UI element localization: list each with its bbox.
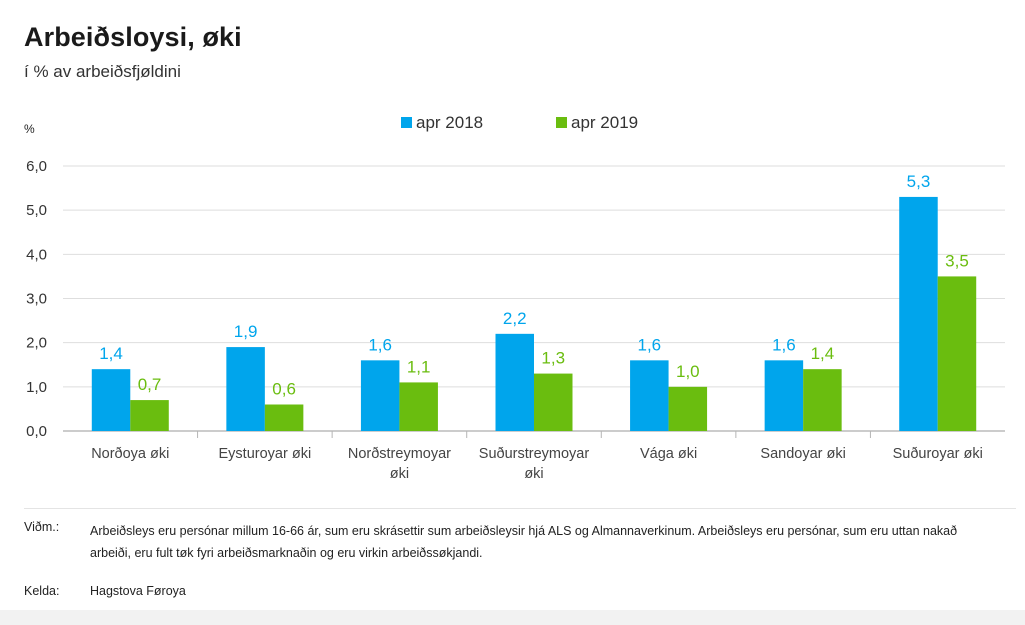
x-category-label: Suðurstreymoyar <box>479 446 590 462</box>
data-label: 0,6 <box>272 380 296 399</box>
legend-swatch <box>401 117 412 128</box>
bar <box>226 347 265 431</box>
notes: Viðm.: Arbeiðsleys eru persónar millum 1… <box>24 520 999 598</box>
bar <box>91 369 131 431</box>
bar <box>630 360 669 431</box>
x-category-label: øki <box>524 466 543 482</box>
data-label: 1,6 <box>772 335 796 354</box>
data-label: 1,3 <box>541 349 565 368</box>
bar <box>764 360 804 431</box>
x-category-label: Vága øki <box>640 446 697 462</box>
x-category-label: Sandoyar øki <box>760 446 845 462</box>
data-label: 2,2 <box>503 309 527 328</box>
x-category-label: Norðstreymoyar <box>348 446 451 462</box>
bar <box>399 382 438 431</box>
bar <box>360 360 400 431</box>
chart-title: Arbeiðsloysi, øki <box>24 22 242 52</box>
note-text: Arbeiðsleys eru persónar millum 16-66 ár… <box>90 524 958 560</box>
y-tick-label: 4,0 <box>26 246 47 263</box>
legend-label: apr 2019 <box>571 113 638 132</box>
bar <box>534 373 573 431</box>
y-axis-unit-label: % <box>24 122 35 136</box>
bar <box>495 333 534 431</box>
data-label: 1,0 <box>676 362 700 381</box>
bar <box>899 196 938 431</box>
x-category-label: Eysturoyar øki <box>219 446 312 462</box>
y-tick-label: 5,0 <box>26 202 47 219</box>
bar <box>668 386 708 431</box>
bar <box>937 276 977 431</box>
note-label: Viðm.: <box>24 520 60 534</box>
y-tick-label: 1,0 <box>26 379 47 396</box>
bar-chart: % 0,0 1,0 2,0 3,0 4,0 5,0 6,0 apr 2018 apr 2019 1,… <box>24 113 1005 482</box>
legend-label: apr 2018 <box>416 113 483 132</box>
bar <box>130 400 169 431</box>
legend-swatch <box>556 117 567 128</box>
divider <box>24 508 1016 509</box>
data-label: 1,1 <box>407 357 431 376</box>
source-label: Kelda: <box>24 584 60 598</box>
y-tick-label: 0,0 <box>26 423 47 440</box>
x-category-label: øki <box>390 466 409 482</box>
bar <box>264 404 304 431</box>
y-tick-label: 3,0 <box>26 291 47 308</box>
data-label: 1,4 <box>99 344 123 363</box>
bar <box>803 369 842 431</box>
y-tick-label: 2,0 <box>26 335 47 352</box>
x-category-label: Suðuroyar øki <box>893 446 983 462</box>
x-category-label: Norðoya øki <box>91 446 169 462</box>
data-label: 1,6 <box>638 335 662 354</box>
data-label: 3,5 <box>945 251 969 270</box>
data-label: 1,6 <box>368 335 392 354</box>
data-label: 1,4 <box>811 344 835 363</box>
y-tick-label: 6,0 <box>26 158 47 175</box>
bottom-strip <box>0 610 1025 625</box>
chart-subtitle: í % av arbeiðsfjøldini <box>24 62 181 81</box>
data-label: 5,3 <box>907 172 931 191</box>
source-text: Hagstova Føroya <box>90 584 186 598</box>
data-label: 1,9 <box>234 322 258 341</box>
data-label: 0,7 <box>138 375 162 394</box>
